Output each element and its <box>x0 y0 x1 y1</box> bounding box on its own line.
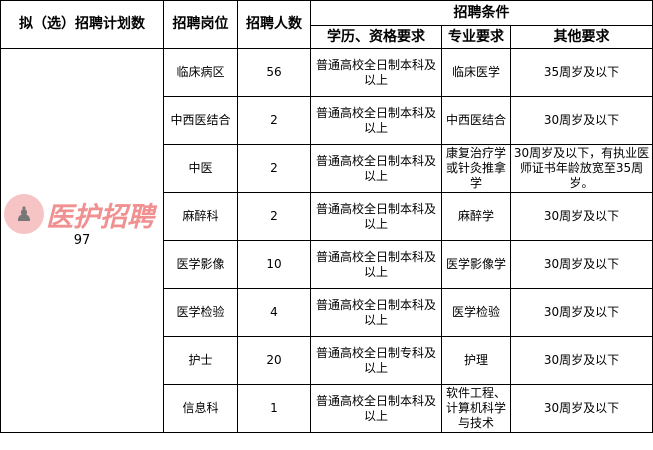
plan-total: 97 <box>0 48 164 433</box>
cell-major: 麻醉学 <box>441 192 511 241</box>
cell-major: 医学检验 <box>441 288 511 337</box>
cell-position: 医学影像 <box>163 240 238 289</box>
cell-major: 医学影像学 <box>441 240 511 289</box>
cell-other: 30周岁及以下 <box>509 288 653 337</box>
header-plan: 拟（选）招聘计划数 <box>0 0 164 49</box>
header-conditions: 招聘条件 <box>309 0 653 26</box>
cell-other: 30周岁及以下 <box>509 336 653 385</box>
table-row: 中西医结合 2 普通高校全日制本科及以上 中西医结合 30周岁及以下 <box>1 96 653 145</box>
cell-edu: 普通高校全日制本科及以上 <box>310 240 442 289</box>
cell-count: 4 <box>237 288 311 337</box>
cell-other: 30周岁及以下 <box>509 192 653 241</box>
cell-position: 中医 <box>163 144 238 193</box>
cell-edu: 普通高校全日制本科及以上 <box>310 192 442 241</box>
cell-position: 医学检验 <box>163 288 238 337</box>
cell-position: 临床病区 <box>163 48 238 97</box>
cell-edu: 普通高校全日制本科及以上 <box>310 96 442 145</box>
table-row: 97 临床病区 56 普通高校全日制本科及以上 临床医学 35周岁及以下 <box>0 48 653 433</box>
cell-position: 麻醉科 <box>163 192 238 241</box>
cell-other: 30周岁及以下 <box>509 96 653 145</box>
cell-count: 1 <box>237 384 311 433</box>
header-other: 其他要求 <box>509 25 653 49</box>
cell-edu: 普通高校全日制专科及以上 <box>310 336 442 385</box>
cell-position: 中西医结合 <box>163 96 238 145</box>
cell-other: 30周岁及以下 <box>509 240 653 289</box>
cell-position: 信息科 <box>163 384 238 433</box>
recruitment-table: 拟（选）招聘计划数 招聘岗位 招聘人数 招聘条件 学历、资格要求 专业要求 其他… <box>0 0 653 433</box>
cell-major: 临床医学 <box>441 48 511 97</box>
cell-edu: 普通高校全日制本科及以上 <box>310 144 442 193</box>
cell-position: 护士 <box>163 336 238 385</box>
header-major: 专业要求 <box>441 25 511 49</box>
cell-edu: 普通高校全日制本科及以上 <box>310 288 442 337</box>
cell-major: 康复治疗学或针灸推拿学 <box>441 144 511 193</box>
cell-count: 10 <box>237 240 311 289</box>
cell-other: 30周岁及以下 <box>509 384 653 433</box>
cell-major: 护理 <box>441 336 511 385</box>
header-edu: 学历、资格要求 <box>310 25 442 49</box>
cell-count: 2 <box>237 144 311 193</box>
cell-count: 20 <box>237 336 311 385</box>
table-row: 护士 20 普通高校全日制专科及以上 护理 30周岁及以下 <box>1 336 653 385</box>
table-row: 医学影像 10 普通高校全日制本科及以上 医学影像学 30周岁及以下 <box>1 240 653 289</box>
cell-edu: 普通高校全日制本科及以上 <box>310 384 442 433</box>
cell-major: 软件工程、计算机科学与技术 <box>441 384 511 433</box>
cell-edu: 普通高校全日制本科及以上 <box>310 48 442 97</box>
cell-count: 2 <box>237 192 311 241</box>
header-count: 招聘人数 <box>237 0 311 49</box>
cell-count: 2 <box>237 96 311 145</box>
table-row: 信息科 1 普通高校全日制本科及以上 软件工程、计算机科学与技术 30周岁及以下 <box>1 384 653 433</box>
table-row: 麻醉科 2 普通高校全日制本科及以上 麻醉学 30周岁及以下 <box>1 192 653 241</box>
header-position: 招聘岗位 <box>163 0 238 49</box>
table-row: 中医 2 普通高校全日制本科及以上 康复治疗学或针灸推拿学 30周岁及以下，有执业医师证… <box>1 144 653 193</box>
cell-count: 56 <box>237 48 311 97</box>
cell-other: 30周岁及以下，有执业医师证书年龄放宽至35周岁。 <box>509 144 653 193</box>
cell-other: 35周岁及以下 <box>509 48 653 97</box>
cell-major: 中西医结合 <box>441 96 511 145</box>
